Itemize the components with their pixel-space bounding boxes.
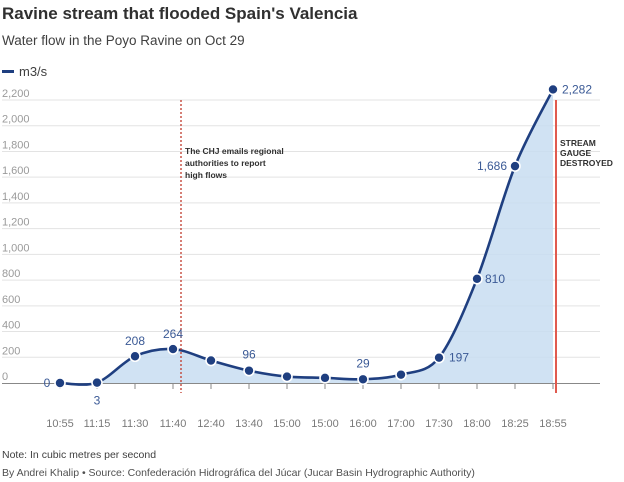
y-tick-label: 1,600: [2, 165, 30, 177]
data-label: 3: [94, 394, 101, 408]
data-label: 1,686: [477, 159, 507, 173]
data-label: 197: [449, 351, 469, 365]
x-tick-label: 15:00: [311, 418, 339, 430]
data-label: 264: [163, 327, 183, 341]
x-tick-label: 17:00: [387, 418, 415, 430]
annotation-gauge-destroyed: GAUGE: [560, 148, 592, 158]
data-point: [54, 377, 66, 389]
data-label: 29: [356, 356, 370, 370]
x-tick-label: 15:00: [273, 418, 301, 430]
data-label: 0: [44, 376, 51, 390]
x-tick-label: 18:25: [501, 418, 529, 430]
data-point: [433, 351, 445, 364]
data-point: [281, 370, 293, 383]
y-tick-label: 600: [2, 294, 20, 306]
data-point: [357, 373, 369, 386]
y-tick-label: 1,800: [2, 139, 30, 151]
water-flow-chart: 0 200 400 600 800 1,000 1,200 1,400 1,600 1,800 2,…: [2, 82, 613, 430]
y-tick-label: 200: [2, 345, 20, 357]
chart-title: Ravine stream that flooded Spain's Valen…: [2, 4, 358, 23]
data-point: [167, 343, 179, 355]
data-point: [205, 354, 217, 367]
x-tick-label: 16:00: [349, 418, 377, 430]
annotation-chj-email: high flows: [185, 170, 227, 180]
data-point: [509, 160, 521, 172]
x-tick-label: 17:30: [425, 418, 453, 430]
y-tick-label: 2,200: [2, 88, 30, 100]
data-label: 810: [485, 272, 505, 286]
data-label: 2,282: [562, 82, 592, 96]
data-point: [547, 83, 559, 96]
chart-subtitle: Water flow in the Poyo Ravine on Oct 29: [2, 33, 245, 48]
data-point: [243, 364, 255, 377]
annotation-chj-email: authorities to report: [185, 158, 266, 168]
x-tick-label: 13:40: [235, 418, 263, 430]
footnote: Note: In cubic metres per second: [2, 449, 157, 461]
data-label: 96: [242, 348, 256, 362]
legend-swatch: [2, 70, 14, 73]
y-tick-label: 800: [2, 268, 20, 280]
x-tick-label: 10:55: [46, 418, 74, 430]
area-fill: [60, 89, 553, 385]
data-point: [319, 372, 331, 384]
data-point: [471, 273, 483, 285]
x-tick-label: 18:00: [463, 418, 491, 430]
legend-label: m3/s: [19, 64, 48, 79]
data-label: 208: [125, 334, 145, 348]
legend: m3/s: [2, 64, 47, 79]
data-point: [129, 350, 141, 363]
annotation-gauge-destroyed: STREAM: [560, 138, 596, 148]
y-tick-label: 1,000: [2, 242, 30, 254]
y-tick-label: 2,000: [2, 114, 30, 126]
x-tick-label: 18:55: [539, 418, 567, 430]
x-tick-label: 11:40: [160, 418, 187, 430]
x-tick-label: 12:40: [197, 418, 225, 430]
y-tick-label: 400: [2, 320, 20, 332]
y-tick-label: 0: [2, 371, 8, 383]
data-point: [395, 368, 407, 381]
data-point: [91, 376, 103, 389]
annotation-gauge-destroyed: DESTROYED: [560, 158, 613, 168]
x-tick-label: 11:30: [122, 418, 149, 430]
y-tick-label: 1,400: [2, 191, 30, 203]
byline-source: By Andrei Khalip • Source: Confederación…: [2, 467, 475, 479]
y-tick-label: 1,200: [2, 217, 30, 229]
annotation-chj-email: The CHJ emails regional: [185, 146, 284, 156]
x-tick-label: 11:15: [84, 418, 111, 430]
